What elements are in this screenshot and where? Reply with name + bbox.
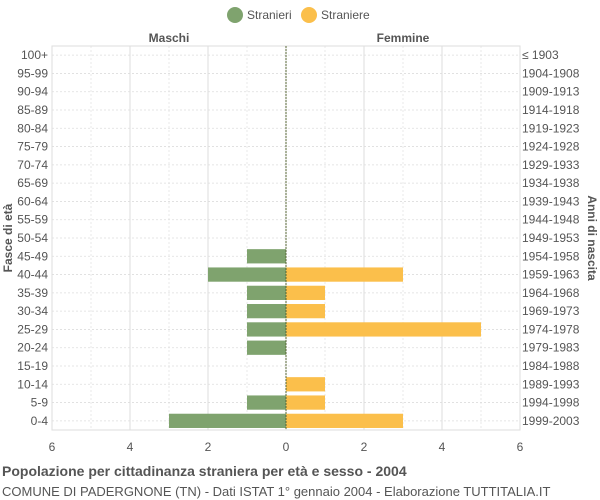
- age-group-label: 40-44: [17, 268, 48, 282]
- bar-straniere: [286, 322, 481, 337]
- birth-year-label: 1999-2003: [522, 414, 580, 428]
- legend-swatch-straniere: [301, 7, 317, 23]
- age-group-label: 100+: [21, 48, 48, 62]
- age-group-label: 15-19: [17, 359, 48, 373]
- x-tick-label: 6: [49, 440, 56, 454]
- birth-year-label: 1959-1963: [522, 268, 580, 282]
- bar-straniere: [286, 285, 325, 300]
- x-tick-label: 6: [517, 440, 524, 454]
- chart-title: Popolazione per cittadinanza straniera p…: [2, 463, 407, 479]
- birth-year-label: 1934-1938: [522, 176, 580, 190]
- birth-year-label: 1989-1993: [522, 377, 580, 391]
- birth-year-label: 1979-1983: [522, 341, 580, 355]
- x-tick-label: 0: [283, 440, 290, 454]
- bar-stranieri: [247, 304, 286, 319]
- bar-stranieri: [169, 413, 286, 428]
- bar-stranieri: [247, 340, 286, 355]
- birth-year-label: 1939-1943: [522, 194, 580, 208]
- age-group-label: 5-9: [31, 396, 49, 410]
- birth-year-label: 1984-1988: [522, 359, 580, 373]
- bar-stranieri: [208, 267, 286, 282]
- bar-straniere: [286, 395, 325, 410]
- birth-year-label: ≤ 1903: [522, 48, 559, 62]
- bar-straniere: [286, 304, 325, 319]
- bar-stranieri: [247, 395, 286, 410]
- age-group-label: 65-69: [17, 176, 48, 190]
- bar-straniere: [286, 413, 403, 428]
- age-group-label: 0-4: [31, 414, 49, 428]
- birth-year-label: 1919-1923: [522, 121, 580, 135]
- age-group-label: 75-79: [17, 140, 48, 154]
- x-tick-label: 2: [205, 440, 212, 454]
- y-axis-title-left: Fasce di età: [1, 203, 15, 272]
- bar-stranieri: [247, 322, 286, 337]
- bar-straniere: [286, 267, 403, 282]
- birth-year-label: 1994-1998: [522, 396, 580, 410]
- birth-year-label: 1964-1968: [522, 286, 580, 300]
- x-tick-label: 4: [127, 440, 134, 454]
- age-group-label: 10-14: [17, 377, 48, 391]
- birth-year-label: 1954-1958: [522, 249, 580, 263]
- age-group-label: 35-39: [17, 286, 48, 300]
- birth-year-label: 1924-1928: [522, 140, 580, 154]
- birth-year-label: 1944-1948: [522, 213, 580, 227]
- legend-swatch-stranieri: [227, 7, 243, 23]
- birth-year-label: 1904-1908: [522, 66, 580, 80]
- x-tick-label: 4: [439, 440, 446, 454]
- age-group-label: 70-74: [17, 158, 48, 172]
- age-group-label: 55-59: [17, 213, 48, 227]
- right-header: Femmine: [377, 31, 430, 45]
- birth-year-label: 1974-1978: [522, 322, 580, 336]
- birth-year-label: 1909-1913: [522, 85, 580, 99]
- age-group-label: 85-89: [17, 103, 48, 117]
- left-header: Maschi: [149, 31, 190, 45]
- chart-subtitle: COMUNE DI PADERGNONE (TN) - Dati ISTAT 1…: [2, 484, 551, 499]
- bar-straniere: [286, 377, 325, 392]
- age-group-label: 60-64: [17, 194, 48, 208]
- birth-year-label: 1949-1953: [522, 231, 580, 245]
- x-tick-label: 2: [361, 440, 368, 454]
- birth-year-label: 1914-1918: [522, 103, 580, 117]
- birth-year-label: 1929-1933: [522, 158, 580, 172]
- age-group-label: 80-84: [17, 121, 48, 135]
- age-group-label: 45-49: [17, 249, 48, 263]
- age-group-label: 50-54: [17, 231, 48, 245]
- age-group-label: 95-99: [17, 66, 48, 80]
- legend-label-straniere: Straniere: [321, 8, 370, 22]
- age-group-label: 25-29: [17, 322, 48, 336]
- age-group-label: 30-34: [17, 304, 48, 318]
- birth-year-label: 1969-1973: [522, 304, 580, 318]
- age-group-label: 20-24: [17, 341, 48, 355]
- bar-stranieri: [247, 285, 286, 300]
- legend-label-stranieri: Stranieri: [247, 8, 292, 22]
- age-group-label: 90-94: [17, 85, 48, 99]
- bar-stranieri: [247, 249, 286, 264]
- y-axis-title-right: Anni di nascita: [585, 195, 599, 281]
